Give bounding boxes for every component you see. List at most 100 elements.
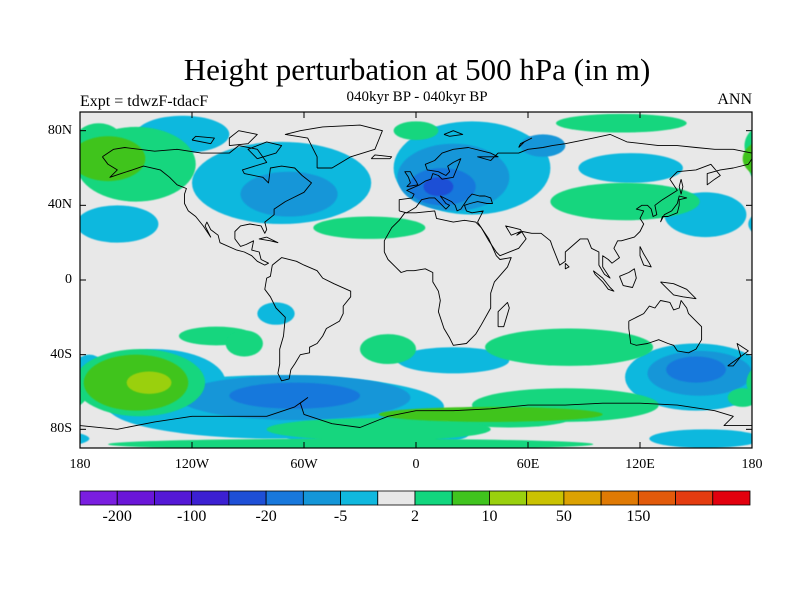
colorbar-swatch: [377, 490, 416, 506]
colorbar-label: 50: [555, 508, 572, 525]
contour-region: [240, 171, 338, 217]
coastline: [191, 135, 215, 145]
lat-tick-label: 40N: [47, 197, 72, 213]
contour-region: [556, 113, 687, 133]
colorbar-swatch: [79, 490, 118, 506]
contour-region: [80, 136, 146, 182]
colorbar-label: 10: [481, 508, 498, 525]
coastline: [628, 300, 703, 354]
colorbar-swatch: [265, 490, 304, 506]
colorbar-label: 150: [626, 508, 651, 525]
colorbar-label: -100: [176, 508, 207, 525]
lat-tick-label: 80N: [47, 122, 72, 138]
coastline: [660, 195, 688, 223]
plot-title: Height perturbation at 500 hPa (in m): [183, 52, 651, 87]
coastline: [639, 246, 652, 268]
coastline: [370, 154, 393, 160]
contour-region: [666, 356, 726, 383]
contour-fills: [80, 113, 800, 448]
lat-tick-label: 40S: [50, 346, 72, 362]
axis-ticks: [79, 112, 753, 448]
contour-region: [649, 429, 752, 448]
contour-region: [108, 438, 594, 448]
colorbar-swatch: [637, 490, 676, 506]
lon-tick-label: 120E: [625, 457, 655, 472]
colorbar-label: -20: [255, 508, 277, 525]
colorbar-swatch: [340, 490, 379, 506]
colorbar-swatch: [228, 490, 267, 506]
coastline: [383, 210, 512, 346]
contour-region: [225, 330, 263, 357]
colorbar-label: 2: [411, 508, 419, 525]
contour-level-neg200: [423, 177, 454, 197]
experiment-label: Expt = tdwzF-tdacF: [80, 93, 209, 110]
coastline: [660, 281, 697, 300]
contour-region: [485, 328, 654, 366]
contour-region: [257, 302, 295, 325]
contour-region: [80, 205, 159, 243]
colorbar: [79, 490, 751, 506]
lon-tick-label: 180: [69, 457, 91, 472]
coastline: [678, 179, 684, 195]
contour-region: [748, 151, 752, 178]
lon-tick-label: 0: [412, 457, 420, 472]
colorbar-swatch: [600, 490, 639, 506]
contour-region: [727, 388, 752, 407]
colorbar-label: -5: [333, 508, 348, 525]
contour-region: [313, 216, 426, 239]
contour-region: [80, 433, 90, 444]
lon-tick-label: 60E: [516, 457, 540, 472]
contour-level-pos50: [126, 371, 172, 394]
lon-tick-label: 60W: [290, 457, 318, 472]
coastline: [102, 145, 312, 266]
coastline: [284, 124, 383, 169]
coastline: [398, 133, 752, 211]
coastline: [264, 257, 352, 382]
contour-region: [393, 121, 439, 140]
contour-region: [229, 382, 360, 409]
colorbar-label: -200: [102, 508, 132, 525]
coastline: [497, 301, 510, 328]
coastline: [404, 171, 419, 188]
colorbar-swatch: [451, 490, 490, 506]
lon-tick-label: 120W: [174, 457, 210, 472]
coastline: [443, 130, 464, 137]
colorbar-swatch: [116, 490, 155, 506]
coastline: [399, 158, 752, 279]
coastline: [518, 137, 533, 148]
contour-region: [748, 216, 752, 232]
colorbar-swatch: [489, 490, 528, 506]
coastlines: [80, 124, 752, 430]
contour-region: [80, 390, 86, 405]
colorbar-swatch: [302, 490, 341, 506]
colorbar-swatch: [675, 490, 714, 506]
contour-region: [746, 369, 752, 397]
coastline: [228, 130, 258, 147]
coastline: [592, 270, 615, 292]
contour-region: [423, 177, 454, 197]
coastline: [619, 268, 637, 288]
contour-region: [266, 418, 491, 441]
colorbar-swatch: [563, 490, 602, 506]
contour-region: [397, 347, 510, 374]
colorbar-swatch: [712, 490, 751, 506]
colorbar-swatch: [414, 490, 453, 506]
contour-region: [756, 355, 800, 411]
contour-region: [360, 334, 416, 365]
season-label: ANN: [717, 91, 752, 108]
contour-region: [126, 371, 172, 394]
coastline: [247, 141, 283, 160]
coastline: [727, 343, 749, 367]
colorbar-swatch: [154, 490, 193, 506]
contour-region: [578, 153, 683, 183]
lon-tick-label: 180: [741, 457, 763, 472]
lat-tick-label: 80S: [50, 421, 72, 437]
colorbar-swatch: [526, 490, 565, 506]
coastline: [80, 397, 752, 430]
contour-region: [756, 349, 800, 416]
coastline: [258, 236, 279, 244]
colorbar-swatch: [191, 490, 230, 506]
coastline: [564, 262, 570, 270]
contour-region: [550, 182, 700, 221]
